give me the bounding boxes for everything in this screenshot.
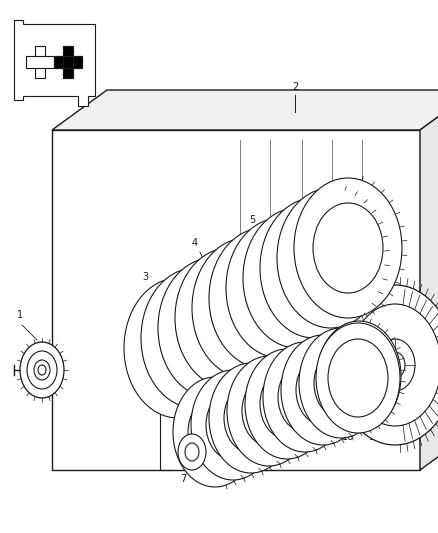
Polygon shape xyxy=(52,90,438,130)
Ellipse shape xyxy=(141,268,249,408)
Ellipse shape xyxy=(245,243,315,333)
Text: 7: 7 xyxy=(180,474,186,484)
Text: 17: 17 xyxy=(369,432,381,442)
Text: 4: 4 xyxy=(192,238,198,248)
Ellipse shape xyxy=(194,273,264,363)
Ellipse shape xyxy=(294,178,402,318)
Ellipse shape xyxy=(317,321,401,431)
Ellipse shape xyxy=(375,339,415,391)
Text: 16: 16 xyxy=(342,432,354,442)
Ellipse shape xyxy=(299,328,383,438)
Ellipse shape xyxy=(185,443,199,461)
Ellipse shape xyxy=(226,218,334,358)
Ellipse shape xyxy=(245,349,329,459)
Text: 9: 9 xyxy=(230,457,236,466)
Ellipse shape xyxy=(192,238,300,378)
Ellipse shape xyxy=(242,376,296,446)
Ellipse shape xyxy=(209,228,317,368)
Ellipse shape xyxy=(227,356,311,466)
Ellipse shape xyxy=(209,363,293,473)
Ellipse shape xyxy=(27,351,57,389)
Ellipse shape xyxy=(188,397,242,467)
Ellipse shape xyxy=(173,377,257,487)
Ellipse shape xyxy=(332,341,386,411)
Ellipse shape xyxy=(175,248,283,388)
Ellipse shape xyxy=(206,390,260,460)
Ellipse shape xyxy=(296,213,366,303)
Ellipse shape xyxy=(260,198,368,338)
Ellipse shape xyxy=(316,323,400,433)
Ellipse shape xyxy=(20,342,64,398)
Ellipse shape xyxy=(335,285,438,445)
Ellipse shape xyxy=(262,233,332,323)
Ellipse shape xyxy=(177,283,247,373)
Text: 10: 10 xyxy=(245,453,257,462)
Ellipse shape xyxy=(191,370,275,480)
Text: 11: 11 xyxy=(262,449,274,458)
Ellipse shape xyxy=(38,365,46,375)
Polygon shape xyxy=(14,20,95,106)
Ellipse shape xyxy=(160,293,230,383)
Bar xyxy=(52,130,420,470)
Polygon shape xyxy=(63,46,73,78)
Text: 13: 13 xyxy=(298,439,310,448)
Ellipse shape xyxy=(277,188,385,328)
Polygon shape xyxy=(54,56,82,68)
Ellipse shape xyxy=(328,339,388,417)
Text: 16: 16 xyxy=(360,312,372,322)
Text: 1: 1 xyxy=(17,310,23,320)
Ellipse shape xyxy=(143,303,213,393)
Ellipse shape xyxy=(349,304,438,426)
Ellipse shape xyxy=(279,223,349,313)
Text: 3: 3 xyxy=(142,272,148,282)
Text: 5: 5 xyxy=(249,215,255,225)
Ellipse shape xyxy=(296,355,350,425)
Ellipse shape xyxy=(124,278,232,418)
Ellipse shape xyxy=(158,258,266,398)
Text: 8: 8 xyxy=(212,462,218,471)
Text: 6: 6 xyxy=(322,195,328,205)
Ellipse shape xyxy=(314,348,368,418)
Polygon shape xyxy=(35,46,45,78)
Polygon shape xyxy=(26,56,54,68)
Ellipse shape xyxy=(263,342,347,452)
Ellipse shape xyxy=(34,360,50,380)
Ellipse shape xyxy=(243,208,351,348)
Ellipse shape xyxy=(281,335,365,445)
Text: 2: 2 xyxy=(292,82,298,92)
Ellipse shape xyxy=(313,203,383,293)
Text: 15: 15 xyxy=(334,421,346,430)
Ellipse shape xyxy=(228,253,298,343)
Polygon shape xyxy=(420,90,438,470)
Ellipse shape xyxy=(278,362,332,432)
Text: 12: 12 xyxy=(280,444,292,453)
Ellipse shape xyxy=(260,369,314,439)
Ellipse shape xyxy=(224,383,278,453)
Ellipse shape xyxy=(211,263,281,353)
Text: 14: 14 xyxy=(316,431,328,440)
Ellipse shape xyxy=(385,352,405,378)
Ellipse shape xyxy=(178,434,206,470)
